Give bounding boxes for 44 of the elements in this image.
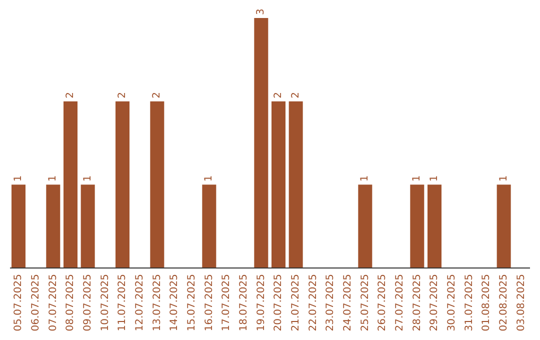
x-tick-label: 07.07.2025 — [48, 274, 59, 332]
x-tick-label: 10.07.2025 — [100, 274, 111, 332]
x-tick-label: 05.07.2025 — [13, 274, 24, 332]
x-tick-label: 19.07.2025 — [256, 274, 267, 332]
x-tick-label: 24.07.2025 — [342, 274, 354, 332]
data-label: 1 — [13, 175, 24, 182]
x-tick-label: 12.07.2025 — [134, 274, 146, 332]
x-tick-label: 31.07.2025 — [464, 274, 475, 332]
x-tick-label: 28.07.2025 — [412, 274, 423, 332]
x-tick-label: 16.07.2025 — [204, 274, 215, 332]
data-label: 2 — [290, 92, 302, 98]
data-label: 1 — [412, 175, 423, 182]
x-tick-label: 01.08.2025 — [481, 274, 492, 332]
data-label: 1 — [429, 175, 440, 182]
data-label: 2 — [152, 92, 163, 98]
x-tick-label: 02.08.2025 — [498, 274, 510, 332]
x-tick-label: 18.07.2025 — [238, 274, 250, 332]
x-tick-label: 15.07.2025 — [186, 274, 198, 332]
x-tick-label: 14.07.2025 — [169, 274, 180, 332]
data-label: 2 — [117, 92, 128, 98]
x-tick-label: 26.07.2025 — [377, 274, 388, 332]
x-tick-label: 23.07.2025 — [325, 274, 336, 332]
x-tick-label: 22.07.2025 — [308, 274, 319, 332]
x-tick-label: 03.08.2025 — [516, 274, 527, 332]
data-label: 1 — [204, 175, 215, 182]
x-tick-label: 08.07.2025 — [65, 274, 76, 332]
x-tick-label: 11.07.2025 — [117, 274, 128, 332]
x-tick-label: 25.07.2025 — [360, 274, 371, 332]
data-label: 1 — [48, 175, 59, 182]
data-label: 1 — [82, 175, 94, 182]
x-tick-label: 17.07.2025 — [221, 274, 232, 332]
x-tick-label: 29.07.2025 — [429, 274, 440, 332]
x-tick-label: 27.07.2025 — [394, 274, 406, 332]
x-tick-label: 13.07.2025 — [152, 274, 163, 332]
data-label: 1 — [360, 175, 371, 182]
x-tick-label: 30.07.2025 — [446, 274, 458, 332]
data-label: 1 — [498, 175, 510, 182]
data-label: 2 — [273, 92, 284, 98]
x-tick-label: 20.07.2025 — [273, 274, 284, 332]
data-label: 2 — [65, 92, 76, 98]
x-tick-label: 06.07.2025 — [30, 274, 42, 332]
x-tick-label: 09.07.2025 — [82, 274, 94, 332]
x-tick-label: 21.07.2025 — [290, 274, 302, 332]
data-label: 3 — [256, 8, 267, 15]
